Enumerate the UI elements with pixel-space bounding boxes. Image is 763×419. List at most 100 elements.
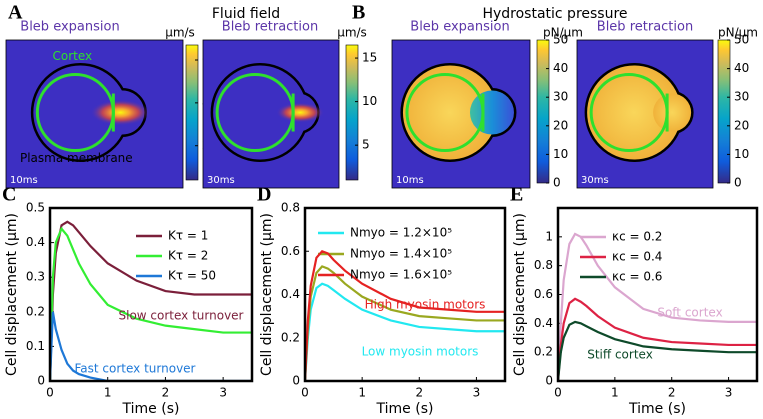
field-image — [6, 40, 183, 188]
y-axis-label: Cell displacement (μm) — [4, 213, 20, 376]
x-tick-label: 0 — [301, 386, 309, 400]
y-tick-label: 0.8 — [534, 258, 553, 272]
image-frame — [576, 39, 714, 189]
colorbar-tick-label: 20 — [734, 118, 749, 132]
x-axis-label: Time (s) — [376, 401, 434, 417]
colorbar-unit: pN/μm — [543, 26, 583, 40]
panel-letter: E — [510, 184, 523, 206]
y-tick-label: 0.3 — [26, 270, 45, 284]
y-tick-label: 0.2 — [281, 330, 300, 344]
time-label: 10ms — [396, 175, 424, 186]
panel-letter: D — [257, 184, 271, 206]
legend-label: Nmyo = 1.6×10⁵ — [350, 268, 452, 282]
image-frame — [202, 39, 340, 189]
axes-frame — [556, 206, 759, 383]
y-axis-label: Cell displacement (μm) — [512, 213, 528, 376]
panel-title: Hydrostatic pressure — [482, 6, 627, 22]
y-tick-label: 0 — [292, 374, 300, 388]
y-tick-label: 0.4 — [281, 287, 300, 301]
x-tick-label: 0 — [554, 386, 562, 400]
colorbar-tick-label: 50 — [553, 33, 568, 47]
x-tick-label: 0 — [46, 386, 54, 400]
series-line — [305, 265, 505, 381]
legend-label: κc = 0.2 — [612, 230, 662, 244]
colorbar-tick-label: 30 — [553, 90, 568, 104]
field-image — [203, 40, 339, 188]
colorbar — [536, 39, 550, 184]
y-tick-label: 0 — [37, 374, 45, 388]
y-tick-label: 0.6 — [281, 244, 300, 258]
x-axis-label: Time (s) — [122, 401, 180, 417]
colorbar-tick-label: 30 — [734, 90, 749, 104]
legend-label: Kτ = 1 — [168, 229, 208, 243]
legend-label: Kτ = 2 — [168, 249, 208, 263]
annotation: Slow cortex turnover — [119, 309, 244, 323]
y-axis-label: Cell displacement (μm) — [259, 213, 275, 376]
x-tick-label: 1 — [358, 386, 366, 400]
time-label: 10ms — [10, 175, 38, 186]
series-line — [558, 320, 757, 381]
image-label: Cortex — [53, 49, 93, 63]
panel-letter: A — [8, 2, 23, 24]
x-tick-label: 2 — [162, 386, 170, 400]
y-tick-label: 0 — [545, 374, 553, 388]
image-title: Bleb expansion — [20, 20, 119, 35]
series-line — [50, 220, 252, 381]
y-tick-label: 1 — [545, 229, 553, 243]
colorbar-tick-label: 10 — [553, 147, 568, 161]
flow-hotspot — [276, 102, 325, 123]
panel-letter: C — [2, 184, 16, 206]
colorbar-tick-label: 40 — [734, 61, 749, 75]
field-image — [577, 40, 713, 188]
time-label: 30ms — [207, 175, 235, 186]
legend-label: κc = 0.6 — [612, 270, 662, 284]
annotation: Stiff cortex — [587, 348, 653, 362]
image-label: Plasma membrane — [20, 151, 133, 165]
x-tick-label: 1 — [104, 386, 112, 400]
series-line — [305, 249, 505, 381]
colorbar-tick-label: 15 — [362, 51, 377, 65]
series-line — [558, 297, 757, 381]
colorbar-tick-label: 50 — [734, 33, 749, 47]
image-frame — [5, 39, 184, 189]
legend-label: Kτ = 50 — [168, 269, 216, 283]
annotation: High myosin motors — [365, 298, 486, 312]
series-line — [305, 282, 505, 381]
legend-label: Nmyo = 1.2×10⁵ — [350, 226, 452, 240]
x-tick-label: 3 — [473, 386, 481, 400]
colorbar-tick-label: 10 — [734, 147, 749, 161]
axes-frame — [48, 206, 254, 383]
y-tick-label: 0.8 — [281, 201, 300, 215]
image-title: Bleb expansion — [410, 20, 509, 35]
series-line — [558, 232, 757, 381]
annotation: Low myosin motors — [362, 345, 479, 359]
time-label: 30ms — [581, 175, 609, 186]
x-tick-label: 1 — [611, 386, 619, 400]
y-tick-label: 0.2 — [26, 304, 45, 318]
colorbar-unit: pN/μm — [718, 26, 758, 40]
colorbar-tick-label: 20 — [553, 118, 568, 132]
field-image — [392, 40, 530, 188]
annotation: Soft cortex — [657, 306, 722, 320]
x-tick-label: 2 — [668, 386, 676, 400]
annotation: Fast cortex turnover — [75, 362, 196, 376]
y-tick-label: 0.4 — [534, 316, 553, 330]
image-title: Bleb retraction — [222, 20, 318, 35]
series-line — [50, 311, 252, 381]
image-title: Bleb retraction — [597, 20, 693, 35]
image-frame — [391, 39, 531, 189]
y-tick-label: 0.5 — [26, 201, 45, 215]
x-axis-label: Time (s) — [628, 401, 686, 417]
colorbar — [717, 39, 731, 184]
colorbar-tick-label: 0 — [734, 176, 742, 190]
x-tick-label: 3 — [725, 386, 733, 400]
y-tick-label: 0.4 — [26, 235, 45, 249]
bleb — [653, 93, 692, 132]
x-tick-label: 3 — [219, 386, 227, 400]
colorbar — [185, 44, 199, 181]
y-tick-label: 0.2 — [534, 345, 553, 359]
axes-frame — [303, 206, 507, 383]
colorbar-tick-label: 10 — [362, 94, 377, 108]
colorbar-tick-label: 40 — [553, 61, 568, 75]
